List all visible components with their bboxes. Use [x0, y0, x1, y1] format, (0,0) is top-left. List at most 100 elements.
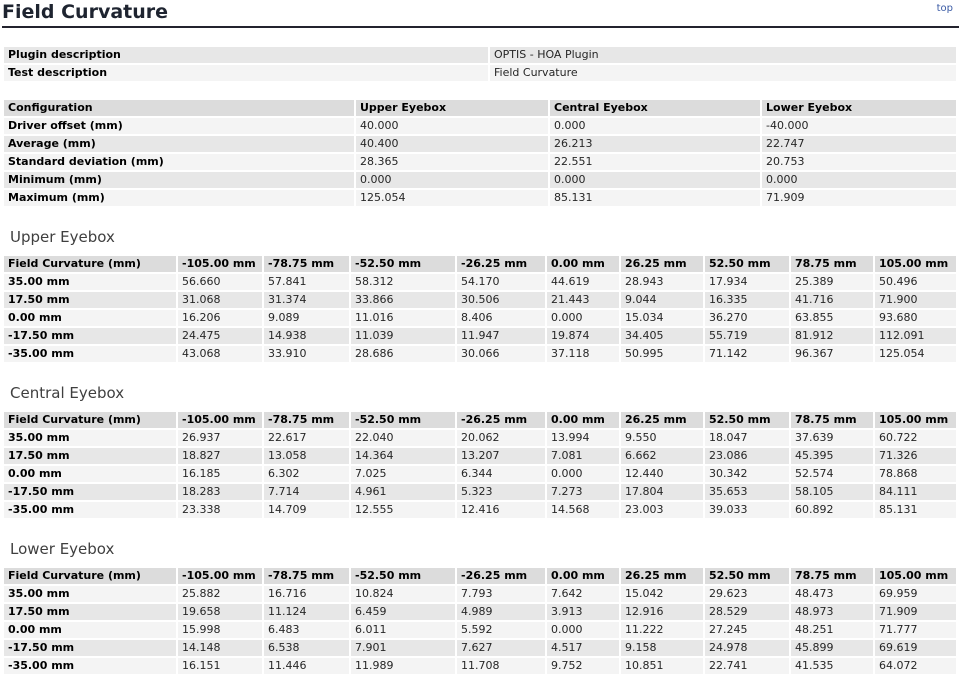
table-row: 17.50 mm 18.827 13.058 14.364 13.207 7.081 6.6… — [4, 448, 956, 464]
value-cell: 7.793 — [457, 586, 545, 602]
value-cell: 9.089 — [264, 310, 349, 326]
value-cell: 7.714 — [264, 484, 349, 500]
value-cell: OPTIS - HOA Plugin — [490, 47, 956, 63]
value-cell: 6.011 — [351, 622, 455, 638]
central-eyebox-table: Field Curvature (mm) -105.00 mm -78.75 mm -… — [2, 410, 958, 520]
value-cell: 6.538 — [264, 640, 349, 656]
table-row: Driver offset (mm) 40.000 0.000 -40.000 — [4, 118, 956, 134]
value-cell: 45.899 — [791, 640, 873, 656]
row-label-cell: -17.50 mm — [4, 640, 176, 656]
value-cell: 11.039 — [351, 328, 455, 344]
value-cell: 14.364 — [351, 448, 455, 464]
value-cell: 22.747 — [762, 136, 956, 152]
table-row: 35.00 mm 26.937 22.617 22.040 20.062 13.994 9.… — [4, 430, 956, 446]
value-cell: 11.947 — [457, 328, 545, 344]
table-row: Minimum (mm) 0.000 0.000 0.000 — [4, 172, 956, 188]
value-cell: 41.535 — [791, 658, 873, 674]
value-cell: 33.910 — [264, 346, 349, 362]
value-cell: 60.892 — [791, 502, 873, 518]
value-cell: 7.642 — [547, 586, 619, 602]
table-row: 35.00 mm 25.882 16.716 10.824 7.793 7.642 15.0… — [4, 586, 956, 602]
value-cell: 18.283 — [178, 484, 262, 500]
header-row: Field Curvature (mm) -105.00 mm -78.75 mm -… — [4, 568, 956, 584]
column-header-cell: 52.50 mm — [705, 412, 789, 428]
row-label-cell: Driver offset (mm) — [4, 118, 354, 134]
corner-header-cell: Configuration — [4, 100, 354, 116]
value-cell: 37.118 — [547, 346, 619, 362]
column-header-cell: 78.75 mm — [791, 256, 873, 272]
top-link[interactable]: top — [936, 3, 953, 14]
column-header-cell: 0.00 mm — [547, 568, 619, 584]
value-cell: 78.868 — [875, 466, 956, 482]
value-cell: 28.365 — [356, 154, 548, 170]
value-cell: 30.342 — [705, 466, 789, 482]
column-header-cell: -105.00 mm — [178, 568, 262, 584]
value-cell: 13.994 — [547, 430, 619, 446]
value-cell: 4.961 — [351, 484, 455, 500]
column-header-cell: -52.50 mm — [351, 568, 455, 584]
value-cell: 20.062 — [457, 430, 545, 446]
value-cell: 22.741 — [705, 658, 789, 674]
value-cell: 85.131 — [550, 190, 760, 206]
value-cell: 15.998 — [178, 622, 262, 638]
value-cell: 21.443 — [547, 292, 619, 308]
table-row: -17.50 mm 24.475 14.938 11.039 11.947 19.874 3… — [4, 328, 956, 344]
value-cell: 55.719 — [705, 328, 789, 344]
row-label-cell: -35.00 mm — [4, 346, 176, 362]
value-cell: 5.323 — [457, 484, 545, 500]
table-row: Maximum (mm) 125.054 85.131 71.909 — [4, 190, 956, 206]
row-label-cell: 35.00 mm — [4, 430, 176, 446]
value-cell: 112.091 — [875, 328, 956, 344]
value-cell: 23.086 — [705, 448, 789, 464]
value-cell: -40.000 — [762, 118, 956, 134]
table-row: Plugin description OPTIS - HOA Plugin — [4, 47, 956, 63]
value-cell: 14.709 — [264, 502, 349, 518]
value-cell: 7.025 — [351, 466, 455, 482]
value-cell: 71.777 — [875, 622, 956, 638]
value-cell: 31.374 — [264, 292, 349, 308]
corner-header-cell: Field Curvature (mm) — [4, 256, 176, 272]
value-cell: 5.592 — [457, 622, 545, 638]
corner-header-cell: Field Curvature (mm) — [4, 412, 176, 428]
value-cell: 18.047 — [705, 430, 789, 446]
page-header: Field Curvature top — [2, 2, 959, 28]
value-cell: 24.978 — [705, 640, 789, 656]
column-header-cell: -78.75 mm — [264, 256, 349, 272]
row-label-cell: 35.00 mm — [4, 586, 176, 602]
value-cell: 0.000 — [550, 118, 760, 134]
table-row: -17.50 mm 14.148 6.538 7.901 7.627 4.517 9.158… — [4, 640, 956, 656]
value-cell: 52.574 — [791, 466, 873, 482]
table-row: -35.00 mm 43.068 33.910 28.686 30.066 37.118 5… — [4, 346, 956, 362]
column-header-cell: -26.25 mm — [457, 412, 545, 428]
value-cell: 71.142 — [705, 346, 789, 362]
description-table: Plugin description OPTIS - HOA Plugin Test… — [2, 45, 958, 83]
column-header-cell: -78.75 mm — [264, 412, 349, 428]
value-cell: 17.934 — [705, 274, 789, 290]
column-header-cell: 105.00 mm — [875, 568, 956, 584]
value-cell: 71.900 — [875, 292, 956, 308]
value-cell: 96.367 — [791, 346, 873, 362]
header-row: Field Curvature (mm) -105.00 mm -78.75 mm -… — [4, 256, 956, 272]
value-cell: 54.170 — [457, 274, 545, 290]
value-cell: 40.000 — [356, 118, 548, 134]
value-cell: 17.804 — [621, 484, 703, 500]
value-cell: 7.081 — [547, 448, 619, 464]
table-row: 0.00 mm 16.185 6.302 7.025 6.344 0.000 12.440 3… — [4, 466, 956, 482]
value-cell: 125.054 — [356, 190, 548, 206]
value-cell: 6.483 — [264, 622, 349, 638]
value-cell: 25.389 — [791, 274, 873, 290]
value-cell: 69.619 — [875, 640, 956, 656]
column-header-cell: -105.00 mm — [178, 256, 262, 272]
value-cell: 84.111 — [875, 484, 956, 500]
value-cell: 9.550 — [621, 430, 703, 446]
value-cell: 19.658 — [178, 604, 262, 620]
value-cell: Field Curvature — [490, 65, 956, 81]
table-row: Average (mm) 40.400 26.213 22.747 — [4, 136, 956, 152]
table-row: -17.50 mm 18.283 7.714 4.961 5.323 7.273 17.80… — [4, 484, 956, 500]
value-cell: 81.912 — [791, 328, 873, 344]
column-header-cell: 0.00 mm — [547, 412, 619, 428]
value-cell: 16.335 — [705, 292, 789, 308]
value-cell: 43.068 — [178, 346, 262, 362]
value-cell: 24.475 — [178, 328, 262, 344]
